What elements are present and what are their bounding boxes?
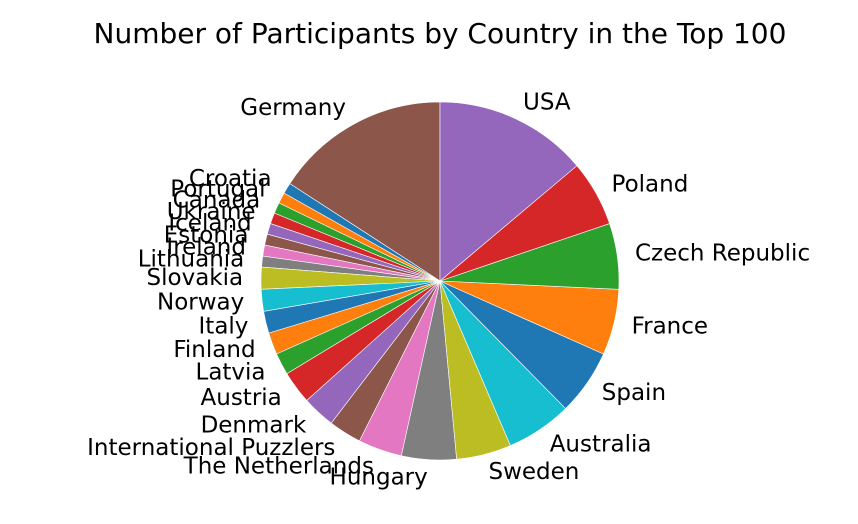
pie-label-lithuania: Lithuania	[138, 247, 245, 273]
pie-label-portugal: Portugal	[170, 177, 265, 203]
pie-label-australia: Australia	[550, 432, 652, 458]
pie-slice-germany	[289, 101, 441, 282]
pie-label-denmark: Denmark	[201, 413, 307, 439]
pie-label-iceland: Iceland	[168, 211, 251, 237]
pie-label-slovakia: Slovakia	[147, 265, 244, 291]
pie-label-france: France	[632, 314, 708, 340]
pie-label-sweden: Sweden	[488, 459, 579, 485]
pie-label-czech-republic: Czech Republic	[635, 241, 810, 267]
pie-label-germany: Germany	[240, 95, 346, 121]
pie-label-croatia: Croatia	[189, 166, 272, 192]
pie-label-poland: Poland	[612, 171, 689, 197]
pie-label-usa: USA	[523, 89, 571, 115]
pie-label-latvia: Latvia	[196, 359, 266, 385]
pie-label-estonia: Estonia	[164, 222, 249, 248]
pie-slice-usa	[439, 101, 578, 282]
pie-label-spain: Spain	[602, 380, 666, 406]
pie-slices	[260, 101, 620, 461]
pie-labels: Germany CroatiaPortugalCanadaUkraineIcela…	[87, 89, 810, 490]
pie-label-norway: Norway	[157, 289, 244, 315]
pie-label-finland: Finland	[173, 337, 255, 363]
pie-label-ukraine: Ukraine	[167, 199, 256, 225]
pie-label-the-netherlands: The Netherlands	[183, 453, 374, 479]
pie-label-italy: Italy	[199, 314, 249, 340]
pie-label-canada: Canada	[173, 188, 261, 214]
pie-label-ireland: Ireland	[166, 234, 246, 260]
pie-label-hungary: Hungary	[330, 465, 428, 491]
pie-label-international-puzzlers: International Puzzlers	[87, 435, 335, 461]
pie-label-austria: Austria	[201, 385, 282, 411]
chart-title: Number of Participants by Country in the…	[94, 17, 787, 50]
